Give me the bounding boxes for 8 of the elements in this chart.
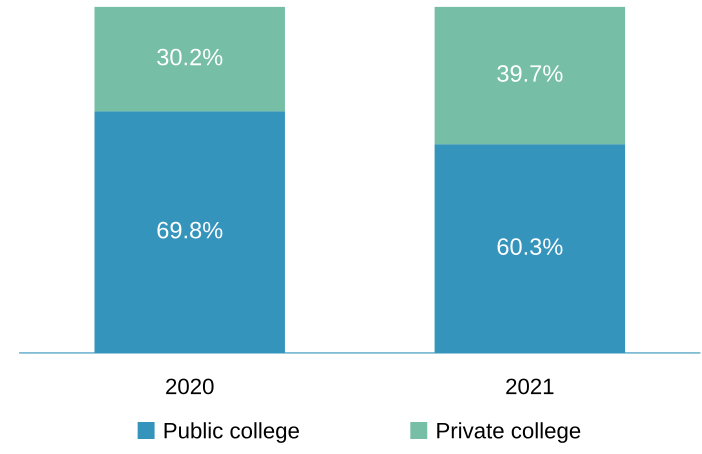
- data-label: 39.7%: [497, 65, 562, 82]
- legend-label: Private college: [437, 422, 580, 443]
- data-label: 60.3%: [498, 238, 562, 255]
- x-tick-label: 2021: [506, 378, 554, 394]
- data-label: 30.2%: [157, 48, 222, 66]
- data-label: 69.8%: [157, 222, 222, 239]
- legend-label: Public college: [164, 422, 299, 443]
- x-tick-label: 2020: [166, 378, 214, 394]
